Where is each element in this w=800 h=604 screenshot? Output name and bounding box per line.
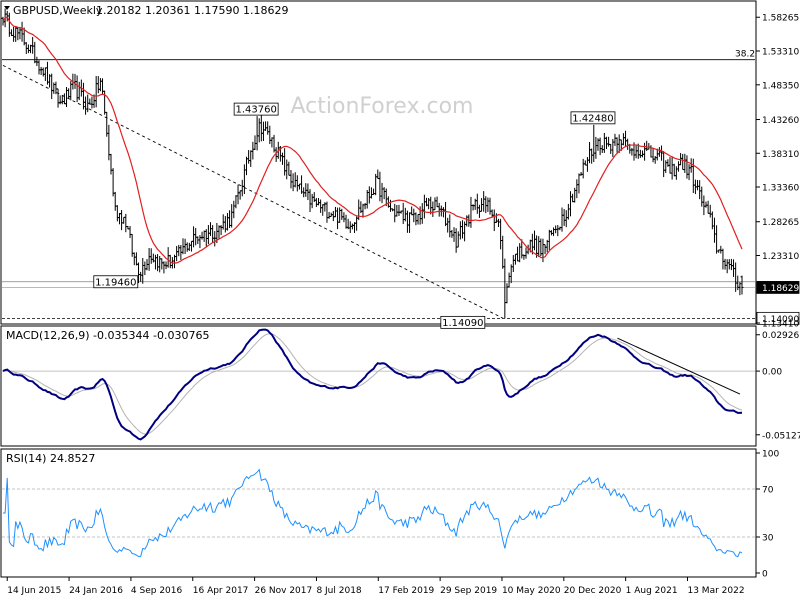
rsi-panel-frame xyxy=(0,448,757,578)
macd-panel-frame xyxy=(0,325,757,447)
x-tick-label: 8 Jul 2018 xyxy=(316,586,361,596)
price-bar xyxy=(738,282,742,296)
x-tick-label: 17 Feb 2019 xyxy=(378,586,434,596)
rsi-tick-label: 30 xyxy=(762,534,774,544)
price-tick-label: 1.53310 xyxy=(762,48,799,58)
price-annotation-box xyxy=(440,315,486,329)
price-tick-label: 1.13410 xyxy=(762,320,799,330)
rsi-tick-label: 70 xyxy=(762,486,774,496)
price-axis-marker xyxy=(756,281,800,294)
x-tick-label: 14 Jun 2015 xyxy=(7,586,61,596)
watermark: ActionForex.com xyxy=(291,94,474,119)
x-tick-label: 26 Nov 2017 xyxy=(255,586,313,596)
price-tick-label: 1.23310 xyxy=(762,252,799,262)
macd-line xyxy=(2,328,743,441)
price-tick-label: 1.33360 xyxy=(762,184,799,194)
x-tick-label: 20 Dec 2020 xyxy=(564,586,622,596)
macd-tick-label: 0.00 xyxy=(762,368,782,378)
macd-tick-label: -0.051279 xyxy=(762,431,800,441)
price-tick-label: 1.38310 xyxy=(762,150,799,160)
macd-label: MACD(12,26,9) -0.035344 -0.030765 xyxy=(6,329,209,342)
x-tick-label: 4 Sep 2016 xyxy=(131,586,183,596)
x-tick-label: 16 Apr 2017 xyxy=(193,586,249,596)
price-annotation-label: 1.42480 xyxy=(572,113,613,124)
price-annotation-label: 1.14090 xyxy=(442,318,483,329)
price-annotation-box xyxy=(233,102,279,116)
price-annotation-box xyxy=(570,111,616,125)
price-tick-label: 1.48350 xyxy=(762,81,799,91)
dropdown-arrow-icon xyxy=(4,6,10,10)
x-tick-label: 10 May 2020 xyxy=(502,586,561,596)
price-axis-marker xyxy=(756,311,800,325)
price-header: GBPUSD,Weekly 1.20182 1.20361 1.17590 1.… xyxy=(4,4,288,17)
price-tick-label: 1.28265 xyxy=(762,218,799,228)
moving-average-line xyxy=(2,16,743,264)
fib-label: 38.2 xyxy=(735,50,755,60)
price-title: GBPUSD,Weekly xyxy=(13,4,103,17)
macd-signal-line xyxy=(2,333,743,435)
rsi-label: RSI(14) 24.8527 xyxy=(6,452,95,465)
x-tick-label: 24 Jan 2016 xyxy=(69,586,123,596)
price-tick-label: 1.58265 xyxy=(762,14,799,24)
price-tick-label: 1.14090 xyxy=(762,315,799,325)
price-tick-label: 1.18629 xyxy=(762,284,799,294)
macd-trendline xyxy=(617,337,741,395)
macd-tick-label: 0.029261 xyxy=(762,331,800,341)
x-tick-label: 29 Sep 2019 xyxy=(440,586,497,596)
price-bar xyxy=(740,275,744,295)
rsi-tick-label: 0 xyxy=(762,570,768,580)
price-tick-label: 1.43260 xyxy=(762,116,799,126)
price-ohlc: 1.20182 1.20361 1.17590 1.18629 xyxy=(96,4,288,17)
rsi-tick-label: 100 xyxy=(762,450,779,460)
rsi-line xyxy=(3,468,743,558)
price-panel-frame xyxy=(0,0,757,325)
price-annotation-label: 1.19460 xyxy=(95,277,136,288)
x-tick-label: 1 Aug 2021 xyxy=(626,586,678,596)
price-annotation-box xyxy=(93,275,139,289)
price-annotation-label: 1.43760 xyxy=(235,105,276,116)
x-tick-label: 13 Mar 2022 xyxy=(687,586,744,596)
